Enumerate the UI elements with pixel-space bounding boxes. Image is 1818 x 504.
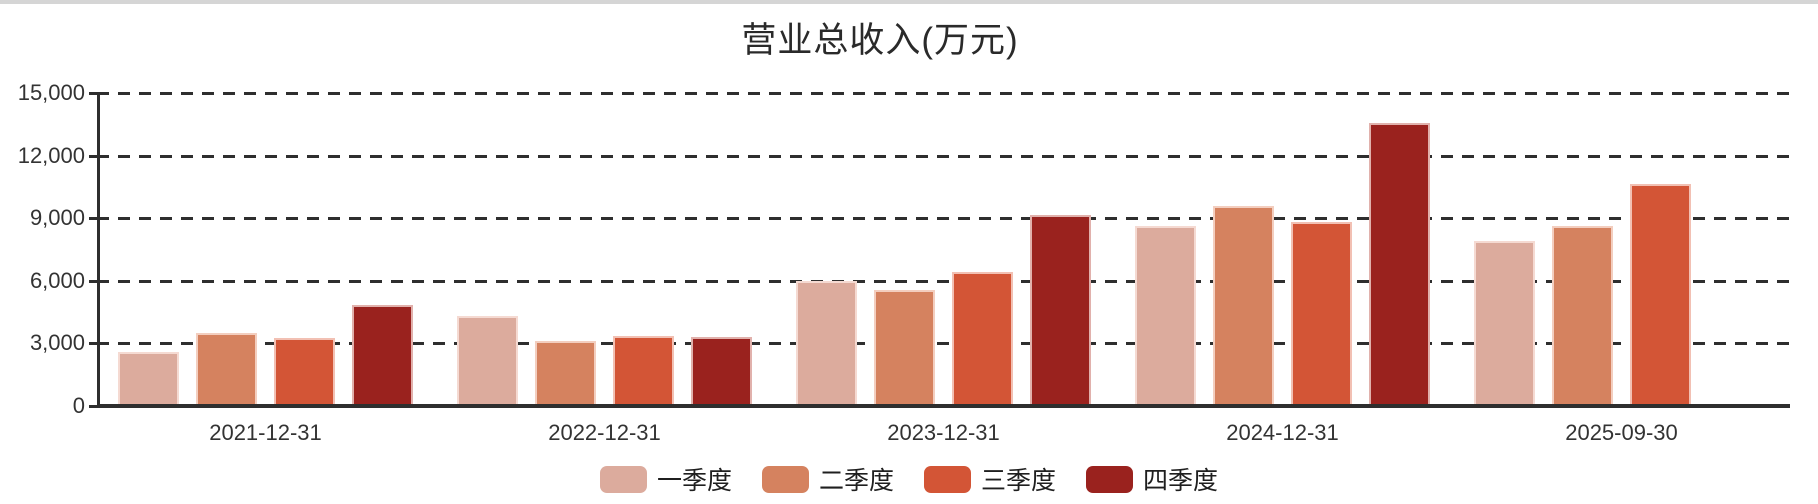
top-border <box>0 0 1818 4</box>
legend-swatch-q1 <box>599 465 647 493</box>
chart-title: 营业总收入(万元) <box>741 21 1019 60</box>
y-axis-tick-label: 9,000 <box>29 205 85 231</box>
legend-label-q2: 二季度 <box>818 467 894 495</box>
legend-swatch-q3 <box>924 465 971 493</box>
legend-label-q3: 三季度 <box>981 467 1057 495</box>
legend-item-q3[interactable]: 三季度 <box>924 461 1056 497</box>
bar-q1-2023-12-31 <box>796 281 857 406</box>
legend-item-q2[interactable]: 二季度 <box>761 461 894 497</box>
y-axis-tick-label: 3,000 <box>29 330 85 356</box>
bar-q2-2024-12-31 <box>1213 206 1274 406</box>
gridline-15000 <box>97 92 1790 95</box>
x-axis-category-label: 2023-12-31 <box>887 420 1000 445</box>
y-axis-tick-label: 12,000 <box>17 142 85 168</box>
plot-area <box>97 92 1790 406</box>
legend: 一季度 二季度 三季度 四季度 <box>0 461 1818 497</box>
bar-q3-2021-12-31 <box>274 338 335 406</box>
y-axis-tick <box>89 154 97 158</box>
y-axis-tick-label: 6,000 <box>29 267 85 293</box>
legend-label-q1: 一季度 <box>656 467 732 495</box>
legend-item-q1[interactable]: 一季度 <box>599 461 732 497</box>
y-axis-tick <box>89 217 97 221</box>
y-axis-tick-label: 0 <box>72 393 85 418</box>
y-axis-tick <box>89 405 97 408</box>
bar-q3-2025-09-30 <box>1630 184 1691 406</box>
x-axis-category-label: 2021-12-31 <box>209 420 322 445</box>
legend-item-q4[interactable]: 四季度 <box>1086 461 1218 497</box>
gridline-12000 <box>97 154 1790 158</box>
bar-q1-2021-12-31 <box>118 352 179 406</box>
y-axis-tick <box>89 92 97 95</box>
legend-label-q4: 四季度 <box>1143 467 1219 495</box>
bar-q4-2022-12-31 <box>691 337 752 406</box>
legend-swatch-q4 <box>1086 465 1134 493</box>
gridline-3000 <box>97 342 1790 346</box>
bar-q2-2022-12-31 <box>535 341 596 406</box>
y-axis-tick <box>89 342 97 346</box>
y-axis-tick-label: 15,000 <box>17 80 85 105</box>
bar-q3-2023-12-31 <box>952 272 1013 406</box>
bar-q4-2024-12-31 <box>1369 123 1430 406</box>
bar-q4-2021-12-31 <box>352 305 413 406</box>
bar-q2-2025-09-30 <box>1552 226 1613 406</box>
bar-q3-2024-12-31 <box>1291 222 1352 406</box>
bar-q1-2022-12-31 <box>457 316 518 406</box>
bar-q2-2023-12-31 <box>874 290 935 406</box>
bar-q4-2023-12-31 <box>1030 215 1091 406</box>
y-axis-tick <box>89 279 97 283</box>
legend-swatch-q2 <box>761 465 809 493</box>
bar-q2-2021-12-31 <box>196 333 257 406</box>
x-axis-line <box>97 404 1790 408</box>
x-axis-category-label: 2022-12-31 <box>548 420 661 445</box>
bar-q1-2025-09-30 <box>1474 241 1535 406</box>
y-axis-line <box>97 93 100 408</box>
gridline-9000 <box>97 217 1790 221</box>
x-axis-category-label: 2025-09-30 <box>1565 420 1678 445</box>
bar-q1-2024-12-31 <box>1135 226 1196 406</box>
bar-q3-2022-12-31 <box>613 336 674 406</box>
gridline-6000 <box>97 279 1790 283</box>
x-axis-category-label: 2024-12-31 <box>1226 420 1339 445</box>
